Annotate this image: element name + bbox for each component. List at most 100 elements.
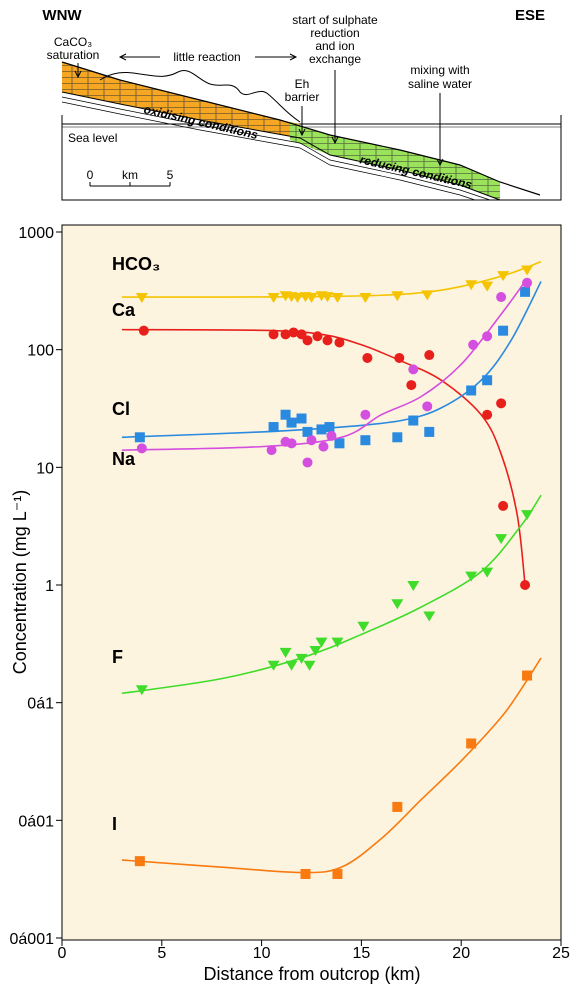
y-axis-title: Concentration (mg L⁻¹) xyxy=(10,490,30,675)
point xyxy=(465,571,478,582)
annotation: CaCO₃ xyxy=(54,35,92,49)
point xyxy=(520,286,531,297)
point xyxy=(321,292,334,303)
point xyxy=(466,385,477,396)
point xyxy=(291,293,304,304)
series-label: Ca xyxy=(112,300,136,320)
point xyxy=(303,660,316,671)
point xyxy=(306,435,317,446)
point xyxy=(334,337,345,348)
point xyxy=(136,443,147,454)
point xyxy=(360,409,371,420)
point xyxy=(324,422,335,433)
arrow xyxy=(118,53,298,61)
point xyxy=(466,738,477,749)
annotation: exchange xyxy=(309,52,361,66)
point xyxy=(481,567,494,578)
point xyxy=(135,685,148,696)
series-label: Cl xyxy=(112,399,130,419)
point xyxy=(302,335,313,346)
point xyxy=(302,426,313,437)
point xyxy=(482,375,493,386)
scale-label: km xyxy=(122,168,138,182)
point xyxy=(318,441,329,452)
point xyxy=(521,265,534,276)
point xyxy=(496,292,507,303)
point xyxy=(497,271,510,282)
point xyxy=(312,331,323,342)
point xyxy=(394,352,405,363)
point xyxy=(359,293,372,304)
point xyxy=(285,660,298,671)
point xyxy=(481,281,494,292)
point xyxy=(498,325,509,336)
x-tick-label: 5 xyxy=(157,945,166,962)
point xyxy=(521,510,534,521)
point xyxy=(424,350,435,361)
point xyxy=(522,670,533,681)
y-tick-label: 1000 xyxy=(18,225,54,242)
point xyxy=(392,432,403,443)
point xyxy=(315,637,328,648)
point xyxy=(326,430,337,441)
point xyxy=(300,868,311,879)
point xyxy=(332,868,343,879)
point xyxy=(280,409,291,420)
point xyxy=(138,325,149,336)
point xyxy=(465,280,478,291)
y-tick-label: 10 xyxy=(36,460,54,477)
brick-pattern xyxy=(290,122,500,200)
fit-curve xyxy=(121,494,542,695)
annotation: and ion xyxy=(315,39,354,53)
y-tick-label: 0á1 xyxy=(27,696,54,713)
point xyxy=(422,401,433,412)
y-tick-label: 0á01 xyxy=(18,813,54,830)
arrow xyxy=(331,70,339,145)
point xyxy=(408,364,419,375)
point xyxy=(286,438,297,449)
point xyxy=(406,380,417,391)
point xyxy=(392,801,403,812)
stratum-top xyxy=(61,61,541,196)
y-tick-label: 0á001 xyxy=(10,931,55,948)
series-label: F xyxy=(112,647,123,667)
point xyxy=(331,637,344,648)
point xyxy=(322,335,333,346)
cross-section: WNW ESE CaCO₃ saturation little reaction… xyxy=(42,7,562,201)
point xyxy=(334,438,345,449)
plot: 0 5 10 15 20 25 1000 100 10 1 0á1 0á01 0á001 HCO₃ Ca Cl… xyxy=(10,225,571,962)
point xyxy=(309,646,322,657)
point xyxy=(267,660,280,671)
point xyxy=(286,417,297,428)
annotation: saturation xyxy=(47,48,100,62)
point xyxy=(522,277,533,288)
fit-curve xyxy=(121,280,526,451)
stratum-base xyxy=(61,91,501,201)
series-label: Na xyxy=(112,449,136,469)
point xyxy=(357,621,370,632)
point xyxy=(135,293,148,304)
scale-label: 0 xyxy=(87,168,94,182)
point xyxy=(360,435,371,446)
point xyxy=(482,331,493,342)
point xyxy=(266,445,277,456)
sea-level-label: Sea level xyxy=(68,131,117,145)
y-tick-label: 100 xyxy=(27,343,54,360)
point xyxy=(288,327,299,338)
annotation: Eh xyxy=(295,77,310,91)
x-tick-label: 0 xyxy=(58,945,67,962)
arrow xyxy=(298,106,306,137)
point xyxy=(424,426,435,437)
x-tick-label: 25 xyxy=(552,945,570,962)
fit-curve xyxy=(121,657,542,874)
point xyxy=(280,329,291,340)
point xyxy=(296,413,307,424)
scale-label: 5 xyxy=(167,168,174,182)
scale-bar xyxy=(89,182,171,187)
point xyxy=(268,329,279,340)
x-tick-label: 10 xyxy=(253,945,271,962)
annotation: saline water xyxy=(408,77,472,91)
point xyxy=(468,339,479,350)
point xyxy=(423,611,436,622)
point xyxy=(331,293,344,304)
